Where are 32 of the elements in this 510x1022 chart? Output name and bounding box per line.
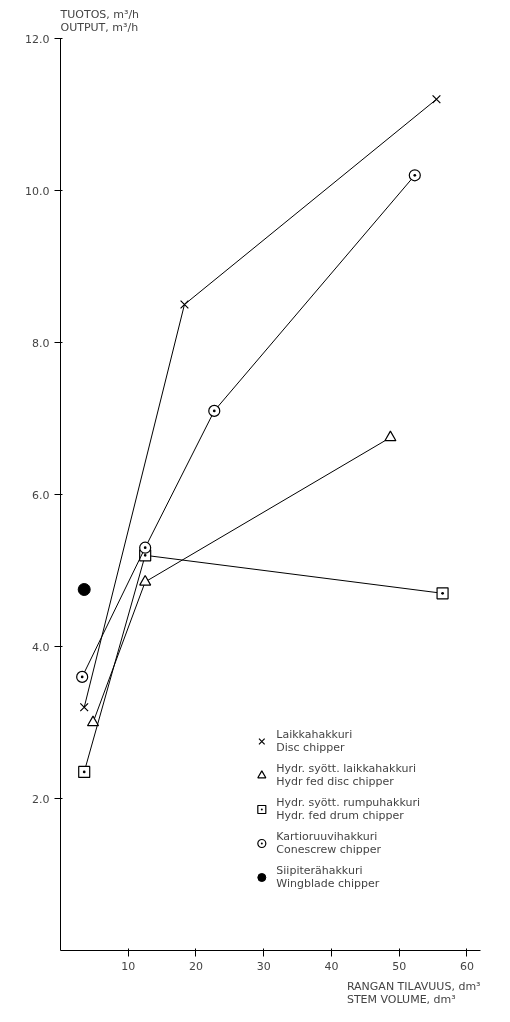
point	[139, 541, 152, 554]
legend-label: Kartioruuvihakkuri Conescrew chipper	[276, 830, 382, 856]
point	[384, 430, 397, 442]
point	[408, 169, 421, 182]
point	[76, 670, 89, 683]
x-tick-label: 20	[188, 959, 203, 973]
legend-label: Laikkahakkuri Disc chipper	[276, 728, 353, 754]
point	[208, 404, 221, 417]
y-axis-title: TUOTOS, m³/h OUTPUT, m³/h	[59, 7, 140, 34]
point	[179, 300, 189, 309]
point	[436, 587, 449, 600]
x-axis-title: RANGAN TILAVUUS, dm³ STEM VOLUME, dm³	[346, 979, 481, 1006]
point	[139, 574, 152, 586]
point	[431, 94, 441, 104]
x-tick-label: 30	[256, 959, 271, 973]
point	[79, 702, 89, 712]
y-tick-label: 8.0	[32, 336, 50, 350]
x-tick-label: 60	[459, 959, 474, 973]
x-tick-label: 40	[324, 959, 339, 973]
y-tick-label: 6.0	[32, 488, 50, 502]
y-tick-label: 10.0	[25, 184, 50, 198]
x-tick-label: 50	[392, 959, 407, 973]
y-tick-label: 2.0	[32, 792, 50, 806]
point	[78, 765, 91, 778]
point	[86, 715, 100, 727]
x-tick-label: 10	[121, 959, 136, 973]
legend-label: Siipiterähakkuri Wingblade chipper	[276, 864, 380, 890]
y-tick-label: 12.0	[25, 32, 50, 46]
y-tick-label: 4.0	[32, 640, 50, 654]
legend-label: Hydr. syött. laikkahakkuri Hydr fed disc chipper	[276, 762, 416, 788]
point	[77, 583, 91, 596]
legend-label: Hydr. syött. rumpuhakkuri Hydr. fed drum chipper	[276, 796, 420, 822]
